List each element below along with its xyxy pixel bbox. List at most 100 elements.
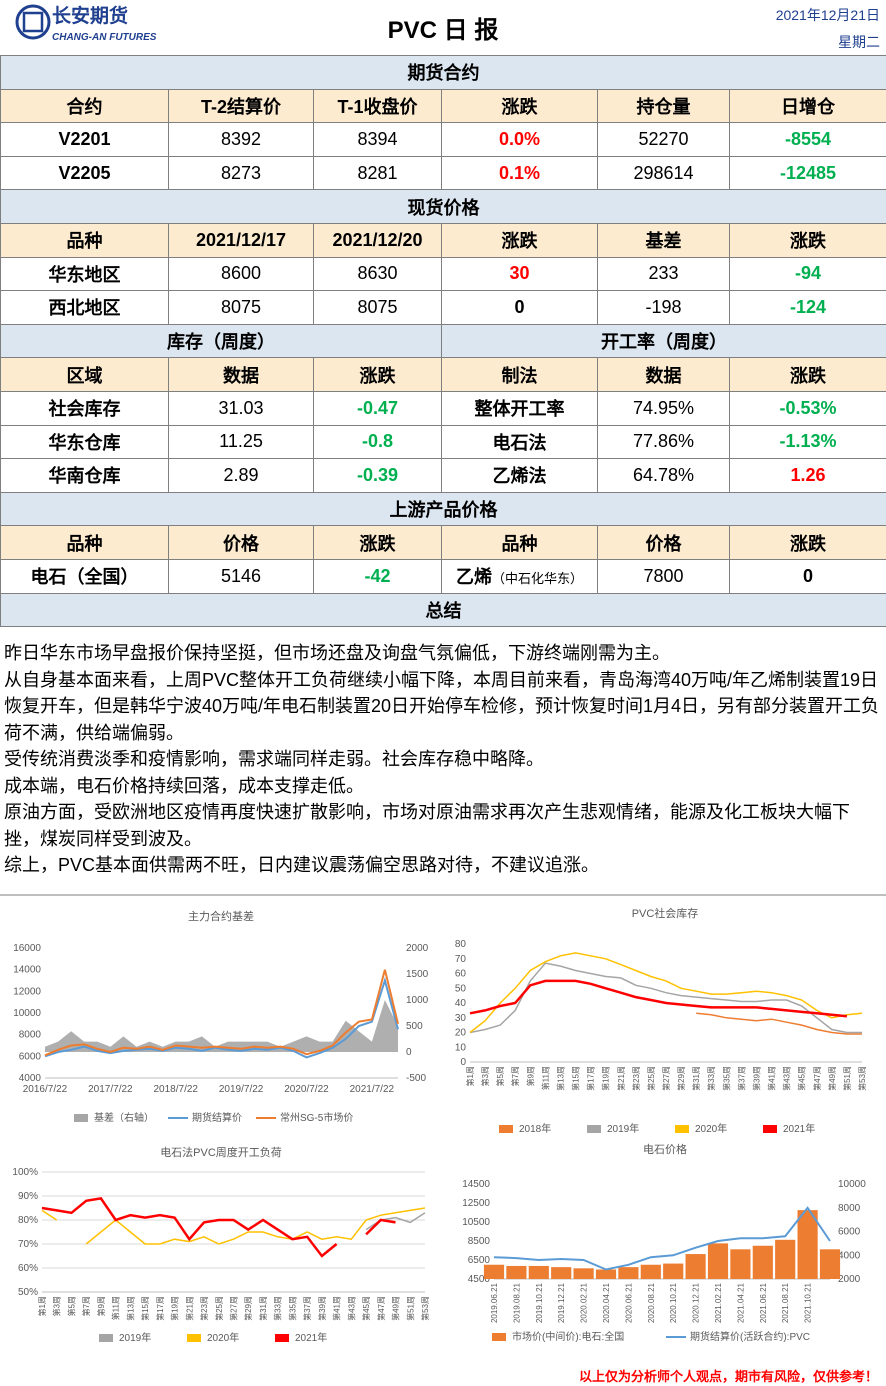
x-tick-label: 第51周	[405, 1296, 415, 1321]
legend-swatch	[74, 1114, 88, 1122]
table-cell: -1.13%	[728, 424, 886, 460]
legend-swatch	[187, 1334, 201, 1342]
bar	[819, 1249, 841, 1279]
table-cell: 华南仓库	[0, 458, 169, 493]
bar	[640, 1264, 661, 1279]
y-tick-label: 60	[455, 969, 467, 980]
cell-text: 西北地区	[48, 298, 121, 319]
table-row: 库存（周度） 开工率（周度）	[0, 323, 886, 359]
y-tick-label: 40	[455, 998, 467, 1009]
x-tick-label: 第5周	[66, 1296, 76, 1316]
table-cell: 30	[441, 256, 598, 292]
table-cell: 7800	[597, 558, 730, 594]
y2-tick-label: 500	[406, 1021, 423, 1032]
cell-text: 华东地区	[48, 264, 121, 285]
bar	[730, 1249, 751, 1279]
cell-text: 涨跌	[359, 365, 396, 386]
chart-title: 电石法PVC周度开工负荷	[160, 1145, 282, 1159]
cell-text: 8600	[220, 263, 262, 284]
table-cell: 数据	[597, 357, 730, 392]
cell-text: 日增仓	[781, 96, 836, 117]
y-tick-label: 30	[455, 1013, 467, 1024]
cell-text: 社会库存	[48, 399, 121, 420]
x-tick-label: 第19周	[601, 1066, 611, 1091]
bar	[573, 1268, 594, 1279]
cell-text: 合约	[66, 96, 103, 117]
cell-text: T-1收盘价	[337, 96, 418, 117]
table-cell: 华东地区	[0, 256, 169, 292]
table-cell: 8273	[168, 155, 314, 191]
legend-label: 2020年	[207, 1331, 239, 1344]
table-cell: 2021/12/20	[313, 222, 442, 258]
disclaimer: 以上仅为分析师个人观点，期市有风险，仅供参考！	[578, 1369, 878, 1384]
summary-paragraph: 受传统消费淡季和疫情影响，需求端同样走弱。社会库存稳中略降。	[4, 749, 544, 769]
x-tick-label: 第25周	[646, 1066, 656, 1091]
x-tick-label: 2019/7/22	[219, 1084, 264, 1095]
x-tick-label: 2020.08.21	[647, 1282, 656, 1323]
table-row: 电石（全国） 5146 -42 乙烯（中石化华东） 7800 0	[0, 558, 886, 594]
x-tick-label: 第13周	[555, 1066, 565, 1091]
cell-text: 区域	[66, 365, 103, 386]
x-tick-label: 第53周	[857, 1066, 867, 1091]
x-tick-label: 第35周	[721, 1066, 731, 1091]
x-tick-label: 第37周	[736, 1066, 746, 1091]
table-row: 合约 T-2结算价 T-1收盘价 涨跌 持仓量 日增仓	[0, 88, 886, 124]
cell-text: 77.86%	[632, 431, 695, 452]
x-tick-label: 第43周	[782, 1066, 792, 1091]
cell-text: 8281	[357, 162, 398, 183]
table-cell: 现货价格	[0, 189, 886, 224]
bar	[528, 1265, 549, 1279]
table-cell: 31.03	[168, 390, 314, 426]
x-tick-label: 第11周	[540, 1066, 550, 1090]
x-tick-label: 第21周	[184, 1296, 194, 1321]
legend-label: 基差（右轴）	[94, 1111, 154, 1124]
cell-text: 乙烯法	[492, 466, 547, 487]
cell-text: 电石法	[492, 432, 547, 453]
legend-swatch	[763, 1125, 777, 1133]
x-tick-label: 第41周	[332, 1296, 342, 1321]
cell-text: -0.8	[361, 431, 394, 452]
table-cell: 品种	[0, 222, 169, 258]
cell-text: 持仓量	[636, 96, 691, 117]
table-cell: 价格	[597, 525, 730, 560]
table-cell: 涨跌	[441, 88, 598, 124]
table-cell: 开工率（周度）	[440, 323, 886, 359]
table-cell: 合约	[0, 88, 169, 124]
cell-text: 库存（周度）	[167, 332, 275, 353]
x-tick-label: 第13周	[125, 1296, 135, 1321]
table-cell: 74.95%	[597, 390, 730, 426]
cell-text: 数据	[223, 365, 259, 386]
bar	[595, 1269, 617, 1279]
table-cell: 298614	[597, 155, 730, 191]
table-cell: 电石（全国）	[0, 558, 169, 594]
cell-text: 8630	[357, 263, 398, 284]
x-tick-label: 第7周	[81, 1296, 91, 1316]
logo-en: CHANG-AN FUTURES	[52, 32, 157, 43]
table-row: 品种 价格 涨跌 品种 价格 涨跌	[0, 525, 886, 560]
bar	[551, 1267, 572, 1279]
x-tick-label: 2021.04.21	[736, 1282, 745, 1323]
line	[41, 1209, 58, 1221]
cell-text: 乙烯	[455, 567, 492, 588]
x-tick-label: 2016/7/22	[23, 1084, 68, 1095]
summary-paragraph: 原油方面，受欧洲地区疫情再度快速扩散影响，市场对原油需求再次产生悲观情绪，能源及…	[4, 802, 850, 849]
cell-text: 现货价格	[407, 197, 480, 218]
table-row: 品种 2021/12/17 2021/12/20 涨跌 基差 涨跌	[0, 222, 886, 258]
x-tick-label: 第1周	[37, 1296, 47, 1316]
cell-text: 价格	[645, 533, 682, 554]
x-tick-label: 2020.06.21	[624, 1282, 633, 1323]
y-tick-label: 10500	[462, 1217, 490, 1228]
legend-swatch	[275, 1334, 289, 1342]
cell-text: 2.89	[223, 464, 259, 485]
legend-swatch	[492, 1333, 506, 1341]
cell-text: 8392	[220, 128, 262, 149]
table-cell: 电石法	[441, 424, 598, 460]
cell-text: 74.95%	[632, 397, 695, 418]
table-cell: -0.47	[313, 390, 442, 426]
x-tick-label: 第27周	[661, 1066, 671, 1091]
y2-tick-label: 10000	[838, 1179, 866, 1190]
table-cell: -124	[728, 290, 886, 325]
table-cell: 0.1%	[441, 155, 598, 191]
cell-text: 233	[648, 263, 679, 284]
cell-text: 电石（全国）	[30, 567, 139, 588]
